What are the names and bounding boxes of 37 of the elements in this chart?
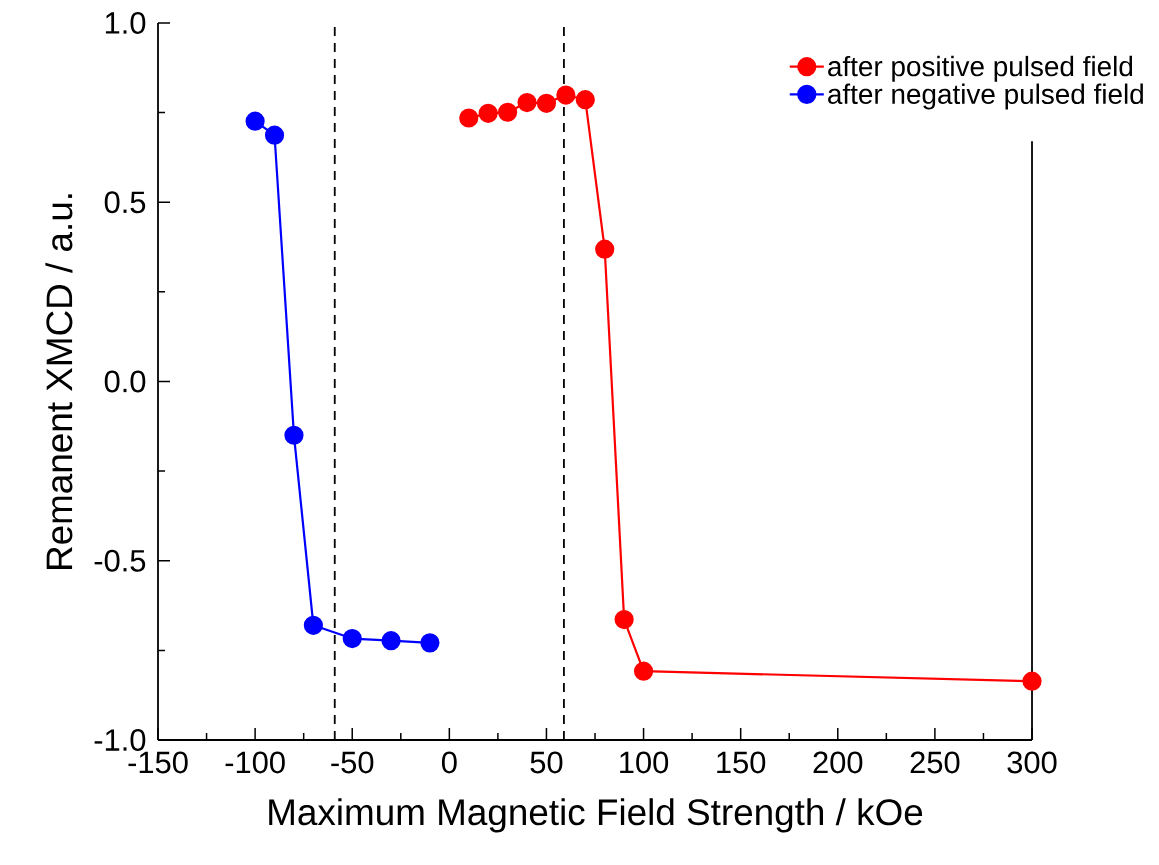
- y-tick-label: 1.0: [105, 12, 146, 34]
- point: [614, 609, 634, 630]
- y-tick-label: -0.5: [94, 549, 146, 572]
- point: [420, 633, 440, 653]
- point: [556, 85, 576, 105]
- point: [264, 125, 285, 145]
- point: [498, 102, 518, 122]
- y-axis-title: Remanent XMCD / a.u.: [45, 194, 73, 569]
- point: [595, 239, 615, 259]
- point: [245, 111, 265, 131]
- x-tick-label: 50: [530, 751, 563, 774]
- x-tick-label: 150: [717, 751, 766, 774]
- x-axis-title: Maximum Magnetic Field Strength / kOe: [269, 798, 923, 833]
- point: [478, 103, 498, 123]
- x-tick-label: -150: [128, 751, 188, 774]
- x-tick-label: -100: [225, 751, 285, 774]
- legend-label: after positive pulsed field: [828, 55, 1133, 82]
- y-tick-label: 0.0: [104, 370, 146, 393]
- point: [633, 661, 654, 681]
- legend-label: after negative pulsed field: [828, 83, 1143, 110]
- point: [381, 631, 401, 651]
- point: [303, 615, 323, 635]
- point: [342, 628, 362, 649]
- point: [575, 90, 595, 110]
- point: [284, 425, 304, 445]
- x-tick-label: 100: [620, 751, 669, 774]
- x-tick-label: 250: [910, 751, 960, 774]
- point: [1022, 671, 1042, 691]
- x-tick-label: 0: [441, 751, 457, 774]
- x-tick-label: -50: [331, 751, 374, 774]
- y-tick-label: 0.5: [104, 191, 146, 214]
- point: [517, 92, 537, 113]
- x-tick-label: 200: [813, 751, 863, 774]
- point: [536, 93, 557, 113]
- x-tick-label: 300: [1007, 751, 1057, 774]
- y-tick-label: -1.0: [94, 729, 146, 751]
- point: [459, 108, 479, 128]
